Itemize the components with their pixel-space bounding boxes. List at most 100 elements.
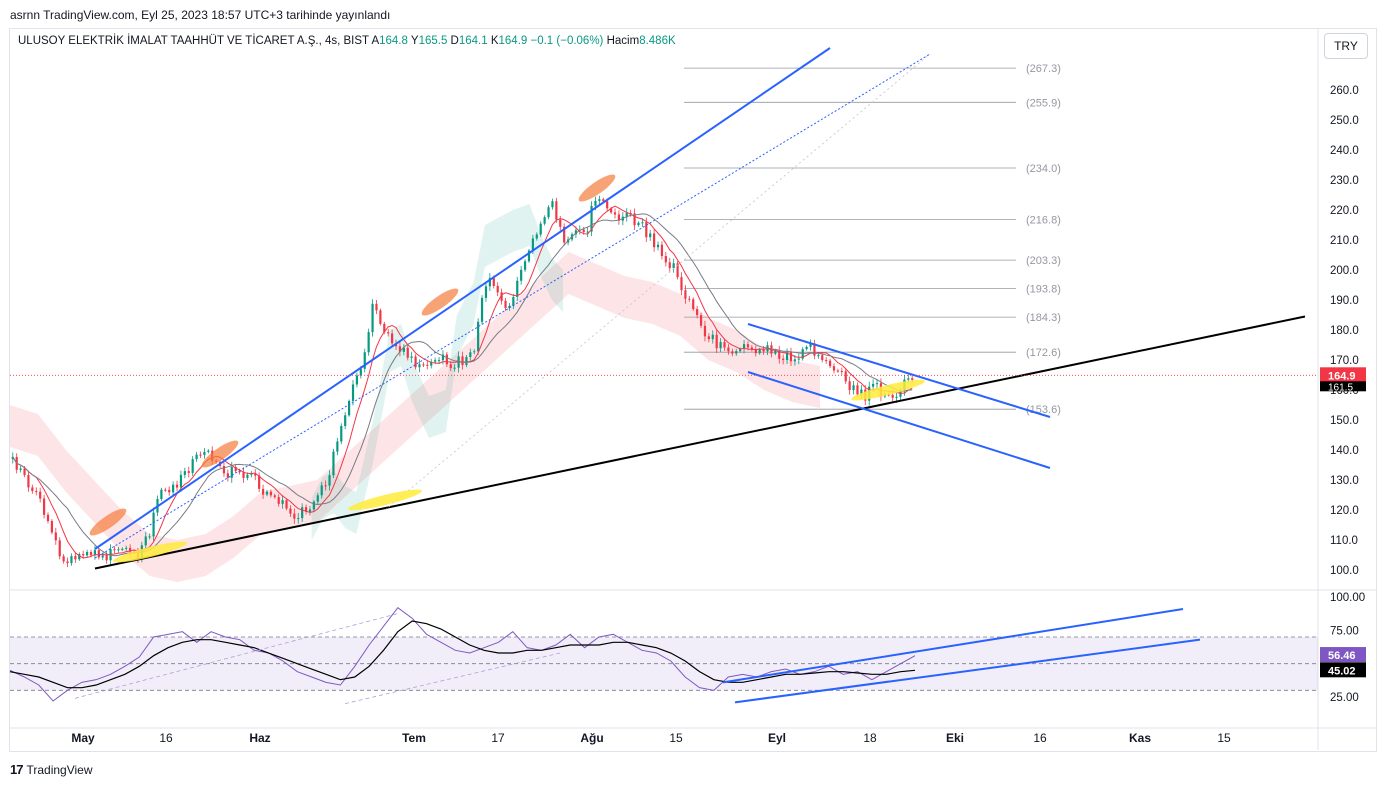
- candle-body: [656, 244, 660, 248]
- candle-body: [445, 354, 448, 365]
- candle-body: [754, 349, 757, 354]
- candle-body: [703, 325, 707, 337]
- candle-body: [101, 555, 104, 558]
- rsi-value-text: 45.02: [1328, 665, 1356, 677]
- candle-body: [426, 364, 429, 366]
- price-tick-label: 180.0: [1330, 325, 1359, 337]
- candle-body: [746, 344, 750, 348]
- candle-body: [74, 556, 77, 560]
- candle-body: [836, 370, 840, 372]
- falling-channel-bottom: [747, 371, 1051, 469]
- price-tick-label: 130.0: [1330, 475, 1359, 487]
- upper-channel-line: [94, 47, 831, 550]
- ichimoku-cloud-red: [10, 252, 821, 582]
- time-tick-label: 18: [863, 731, 877, 745]
- candle-body: [684, 290, 687, 299]
- falling-channel-top: [747, 323, 1051, 418]
- candle-body: [152, 512, 155, 537]
- candle-body: [125, 547, 128, 549]
- moving-average-slow: [12, 213, 913, 557]
- candle-body: [852, 385, 855, 391]
- candle-body: [70, 556, 73, 564]
- candle-body: [778, 350, 781, 359]
- time-tick-label: 15: [1217, 731, 1231, 745]
- candle-body: [582, 229, 585, 233]
- candle-body: [711, 334, 714, 340]
- legend-volume: 8.486K: [639, 35, 676, 47]
- candle-body: [637, 222, 640, 226]
- candle-body: [707, 336, 710, 340]
- candle-body: [242, 472, 245, 478]
- fib-level-label: (193.8): [1026, 284, 1061, 296]
- candle-body: [179, 474, 183, 488]
- candle-body: [504, 300, 507, 308]
- fib-level-label: (216.8): [1026, 215, 1061, 227]
- candle-body: [437, 360, 441, 362]
- candle-body: [113, 549, 116, 551]
- candle-body: [172, 484, 175, 493]
- price-tick-label: 190.0: [1330, 295, 1359, 307]
- candle-body: [175, 484, 179, 488]
- candle-body: [340, 426, 343, 442]
- candle-body: [872, 383, 875, 387]
- candle-body: [543, 217, 546, 224]
- candle-body: [723, 342, 726, 348]
- fib-level-label: (234.0): [1026, 163, 1061, 175]
- candle-body: [312, 501, 316, 510]
- candle-body: [269, 491, 272, 496]
- candle-body: [117, 549, 120, 551]
- candle-body: [594, 200, 597, 206]
- price-tick-label: 220.0: [1330, 205, 1359, 217]
- highlight-ellipse-orange: [201, 440, 239, 468]
- time-tick-label: May: [71, 731, 95, 745]
- candle-body: [758, 349, 761, 354]
- candle-body: [238, 470, 241, 473]
- candle-body: [492, 277, 495, 286]
- candle-body: [31, 487, 34, 492]
- candle-body: [680, 277, 683, 291]
- time-tick-label: 16: [159, 731, 173, 745]
- symbol-title[interactable]: ULUSOY ELEKTRİK İMALAT TAAHHÜT VE TİCARE…: [18, 35, 369, 47]
- fib-level-label: (255.9): [1026, 97, 1061, 109]
- candle-body: [344, 415, 347, 427]
- highlight-ellipse-orange: [89, 508, 127, 536]
- candle-body: [304, 507, 308, 512]
- candle-body: [496, 285, 499, 293]
- candle-body: [563, 226, 566, 243]
- candle-body: [817, 355, 820, 357]
- candle-body: [418, 364, 421, 368]
- candle-body: [531, 238, 534, 251]
- candle-body: [332, 451, 335, 476]
- candle-body: [347, 400, 351, 416]
- currency-button[interactable]: TRY: [1324, 33, 1368, 59]
- candle-body: [891, 394, 894, 398]
- candle-body: [410, 356, 413, 358]
- secondary-price-tag: [1320, 381, 1366, 392]
- candle-body: [129, 547, 132, 552]
- candle-body: [379, 310, 382, 324]
- candle-body: [54, 532, 57, 541]
- candle-body: [324, 485, 327, 487]
- candle-body: [664, 256, 667, 263]
- publish-info: asrnn TradingView.com, Eyl 25, 2023 18:5…: [10, 8, 391, 22]
- candle-body: [359, 368, 362, 376]
- candle-body: [688, 298, 691, 300]
- chart-frame[interactable]: [9, 28, 1377, 752]
- candle-body: [739, 349, 742, 352]
- time-tick-label: 17: [491, 731, 505, 745]
- price-tick-label: 250.0: [1330, 115, 1359, 127]
- legend-volume-label: Hacim: [606, 35, 640, 47]
- highlight-ellipse-orange: [578, 174, 616, 202]
- candle-body: [293, 513, 296, 519]
- candle-body: [480, 297, 484, 322]
- candle-body: [285, 500, 288, 509]
- footer-brand[interactable]: 17 TradingView: [10, 762, 93, 777]
- candle-body: [719, 342, 722, 349]
- fib-level-label: (267.3): [1026, 63, 1061, 75]
- candle-body: [633, 213, 636, 226]
- candle-body: [828, 360, 832, 367]
- candle-body: [19, 468, 22, 470]
- candle-body: [93, 550, 97, 556]
- legend-open: 164.8: [379, 35, 408, 47]
